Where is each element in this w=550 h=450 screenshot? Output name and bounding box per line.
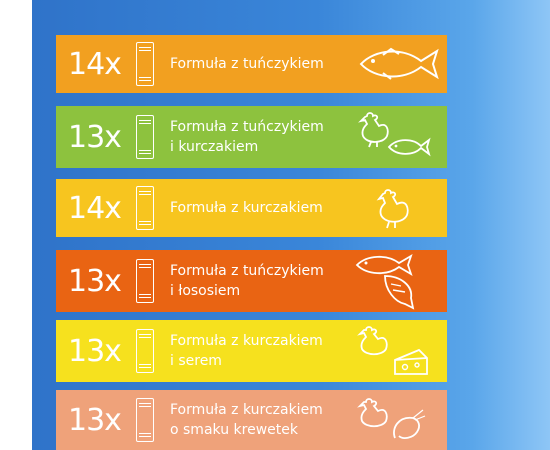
variant-label-line1: Formuła z kurczakiem: [170, 200, 323, 216]
pack-count: 13x: [68, 402, 122, 438]
variant-label-line2: i łososiem: [170, 283, 241, 299]
ingredient-icons: [351, 106, 447, 168]
ingredient-icons: [351, 35, 447, 93]
sachet-icon: [136, 186, 154, 230]
variant-label-line1: Formuła z kurczakiem: [170, 402, 323, 418]
fish-icon: [387, 137, 431, 157]
tuna-fish-icon: [355, 254, 413, 276]
pack-count: 14x: [68, 190, 122, 226]
variant-label: Formuła z tuńczykiem: [170, 54, 351, 74]
variant-bar-chicken: 14x Formuła z kurczakiem: [56, 179, 447, 237]
variant-label-line1: Formuła z tuńczykiem: [170, 56, 324, 72]
variant-label-line2: o smaku krewetek: [170, 422, 298, 438]
sachet-icon: [136, 42, 154, 86]
ingredient-icons: [351, 179, 447, 237]
chicken-icon: [376, 189, 409, 229]
variant-bar-chicken-shrimp: 13x Formuła z kurczakiem o smaku krewete…: [56, 390, 447, 450]
ingredient-icons: [351, 320, 447, 382]
salmon-icon: [384, 275, 415, 310]
ingredient-icons: [351, 390, 447, 450]
sachet-icon: [136, 329, 154, 373]
variant-label: Formuła z kurczakiem i serem: [170, 331, 351, 371]
pack-count: 13x: [68, 333, 122, 369]
shrimp-icon: [393, 409, 426, 439]
variant-label-line1: Formuła z tuńczykiem: [170, 119, 324, 135]
sachet-icon: [136, 115, 154, 159]
variant-bar-tuna: 14x Formuła z tuńczykiem: [56, 35, 447, 93]
tuna-fish-icon: [359, 47, 439, 80]
variant-label-line1: Formuła z tuńczykiem: [170, 263, 324, 279]
variant-label: Formuła z kurczakiem o smaku krewetek: [170, 400, 351, 440]
cheese-icon: [394, 348, 428, 375]
variant-label-line2: i serem: [170, 353, 222, 369]
variant-label-line1: Formuła z kurczakiem: [170, 333, 323, 349]
pack-count: 13x: [68, 119, 122, 155]
variant-bar-tuna-chicken: 13x Formuła z tuńczykiem i kurczakiem: [56, 106, 447, 168]
variant-label: Formuła z tuńczykiem i łososiem: [170, 261, 351, 301]
variant-bar-tuna-salmon: 13x Formuła z tuńczykiem i łososiem: [56, 250, 447, 312]
sachet-icon: [136, 398, 154, 442]
chicken-icon: [357, 326, 388, 356]
variant-label: Formuła z tuńczykiem i kurczakiem: [170, 117, 351, 157]
chicken-icon: [357, 398, 388, 428]
variant-label-line2: i kurczakiem: [170, 139, 259, 155]
sachet-icon: [136, 259, 154, 303]
variant-bar-chicken-cheese: 13x Formuła z kurczakiem i serem: [56, 320, 447, 382]
variant-label: Formuła z kurczakiem: [170, 198, 351, 218]
chicken-icon: [358, 112, 389, 148]
pack-count: 14x: [68, 46, 122, 82]
pack-count: 13x: [68, 263, 122, 299]
ingredient-icons: [351, 250, 447, 312]
